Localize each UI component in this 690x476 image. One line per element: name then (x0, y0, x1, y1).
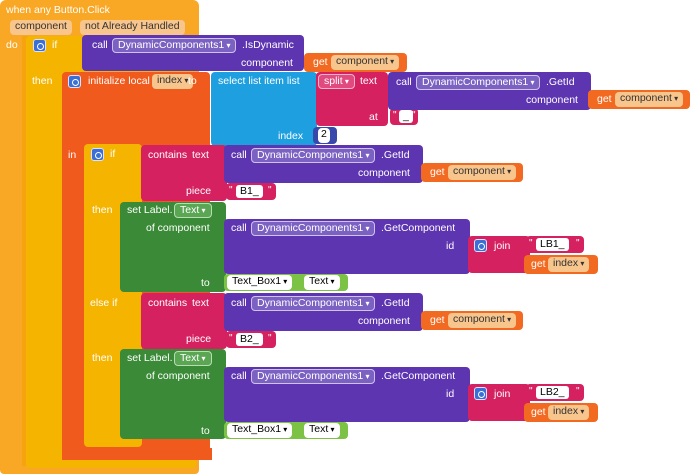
separator-value[interactable]: _ (399, 110, 413, 123)
select-list-item-label: select list item list (218, 75, 300, 87)
split-at-label: at (369, 111, 378, 123)
join-label: join (494, 388, 511, 400)
get-label: get (313, 56, 328, 68)
event-body-notch (22, 36, 28, 466)
method-label: .GetComponent (381, 370, 456, 382)
gear-icon[interactable] (91, 148, 104, 161)
get-label: get (430, 166, 445, 178)
method-label: .GetComponent (381, 222, 456, 234)
get-label: get (531, 406, 546, 418)
method-label: .GetId (546, 76, 575, 88)
component-dropdown[interactable]: DynamicComponents1 (251, 369, 376, 384)
id-label: id (446, 388, 455, 400)
get-index-dropdown[interactable]: index (548, 405, 590, 420)
get-label: get (430, 314, 445, 326)
piece-value[interactable]: B2_ (236, 333, 263, 346)
get-component-dropdown[interactable]: component (615, 92, 684, 107)
piece-value[interactable]: B1_ (236, 185, 263, 198)
call-label: call (231, 297, 247, 309)
property-dropdown[interactable]: Text (174, 351, 212, 366)
local-variable-bottom (62, 448, 212, 460)
call-label: call (231, 370, 247, 382)
contains-label: contains (148, 297, 188, 309)
then-label: then (32, 75, 53, 87)
event-param-component[interactable]: component (10, 20, 72, 35)
id-label: id (446, 240, 455, 252)
get-component-dropdown[interactable]: component (331, 55, 400, 70)
call-label: call (231, 149, 247, 161)
textprop-dropdown[interactable]: Text (304, 423, 340, 438)
textprop-dropdown[interactable]: Text (304, 275, 340, 290)
set-label: set Label. (127, 352, 173, 364)
gear-icon[interactable] (68, 75, 81, 88)
to-label: to (201, 277, 210, 289)
set-label: set Label. (127, 204, 173, 216)
method-label: .GetId (381, 149, 410, 161)
contains-text-label: text (192, 297, 209, 309)
index-number-field[interactable]: 2 (318, 128, 330, 143)
textbox-dropdown[interactable]: Text_Box1 (227, 423, 293, 438)
piece-label: piece (186, 185, 212, 197)
method-label: .GetId (381, 297, 410, 309)
get-component-dropdown[interactable]: component (448, 165, 517, 180)
call-label: call (92, 39, 108, 51)
join-string-value[interactable]: LB2_ (536, 386, 569, 399)
of-component-label: of component (146, 222, 210, 234)
call-label: call (231, 222, 247, 234)
component-dropdown[interactable]: DynamicComponents1 (251, 148, 376, 163)
get-label: get (597, 93, 612, 105)
contains-block[interactable] (141, 145, 227, 201)
else-if-label: else if (90, 297, 118, 309)
join-string-value[interactable]: LB1_ (536, 238, 569, 251)
component-arg-label: component (241, 57, 293, 69)
component-dropdown[interactable]: DynamicComponents1 (251, 296, 376, 311)
in-label: in (68, 149, 77, 161)
index-label: index (278, 130, 304, 142)
component-arg-label: component (526, 94, 578, 106)
get-label: get (531, 258, 546, 270)
join-label: join (494, 240, 511, 252)
contains-text-label: text (192, 149, 209, 161)
split-separator-string[interactable]: " _ " (390, 108, 418, 125)
of-component-label: of component (146, 370, 210, 382)
event-param-not-handled[interactable]: not Already Handled (80, 20, 185, 35)
initialize-local-label: initialize local (88, 75, 150, 87)
gear-icon[interactable] (474, 387, 487, 400)
component-dropdown[interactable]: DynamicComponents1 (251, 221, 376, 236)
if-label: if (52, 39, 58, 51)
do-label: do (6, 39, 18, 51)
call-label: call (396, 76, 412, 88)
get-index-dropdown[interactable]: index (548, 257, 590, 272)
if-label: if (110, 148, 116, 160)
split-text-label: text (360, 75, 377, 87)
event-title: when any Button.Click (6, 4, 110, 16)
piece-string-block[interactable]: " B1_ " (226, 183, 276, 200)
split-dropdown[interactable]: split (318, 74, 355, 89)
select-list-item-block[interactable] (211, 72, 317, 146)
local-name-field[interactable]: index (152, 74, 194, 89)
join-string-block[interactable]: " LB2_ " (526, 384, 584, 401)
get-component-dropdown[interactable]: component (448, 313, 517, 328)
gear-icon[interactable] (474, 239, 487, 252)
gear-icon[interactable] (33, 39, 46, 52)
component-dropdown[interactable]: DynamicComponents1 (416, 75, 541, 90)
join-string-block[interactable]: " LB1_ " (526, 236, 584, 253)
contains-block[interactable] (141, 293, 227, 349)
property-dropdown[interactable]: Text (174, 203, 212, 218)
then-label: then (92, 204, 113, 216)
piece-label: piece (186, 333, 212, 345)
to-label: to (188, 75, 197, 87)
method-label: .IsDynamic (242, 39, 294, 51)
to-label: to (201, 425, 210, 437)
component-arg-label: component (358, 315, 410, 327)
component-arg-label: component (358, 167, 410, 179)
component-dropdown[interactable]: DynamicComponents1 (112, 38, 237, 53)
textbox-dropdown[interactable]: Text_Box1 (227, 275, 293, 290)
piece-string-block[interactable]: " B2_ " (226, 331, 276, 348)
then-label: then (92, 352, 113, 364)
contains-label: contains (148, 149, 188, 161)
